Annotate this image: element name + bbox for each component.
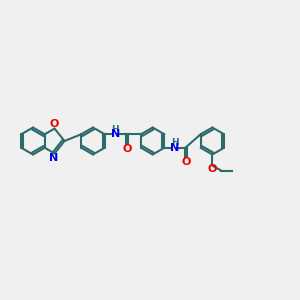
Text: N: N: [110, 129, 120, 139]
Text: O: O: [49, 119, 59, 129]
Text: H: H: [111, 125, 119, 134]
Text: O: O: [122, 144, 131, 154]
Text: N: N: [170, 143, 179, 153]
Text: O: O: [182, 157, 191, 167]
Text: O: O: [208, 164, 217, 174]
Text: H: H: [171, 139, 178, 148]
Text: N: N: [49, 153, 58, 163]
